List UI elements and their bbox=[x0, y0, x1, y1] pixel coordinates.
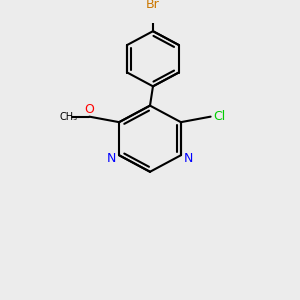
Text: O: O bbox=[85, 103, 94, 116]
Text: CH₃: CH₃ bbox=[59, 112, 78, 122]
Text: Cl: Cl bbox=[213, 110, 226, 123]
Text: N: N bbox=[107, 152, 116, 164]
Text: N: N bbox=[184, 152, 193, 164]
Text: Br: Br bbox=[146, 0, 160, 11]
